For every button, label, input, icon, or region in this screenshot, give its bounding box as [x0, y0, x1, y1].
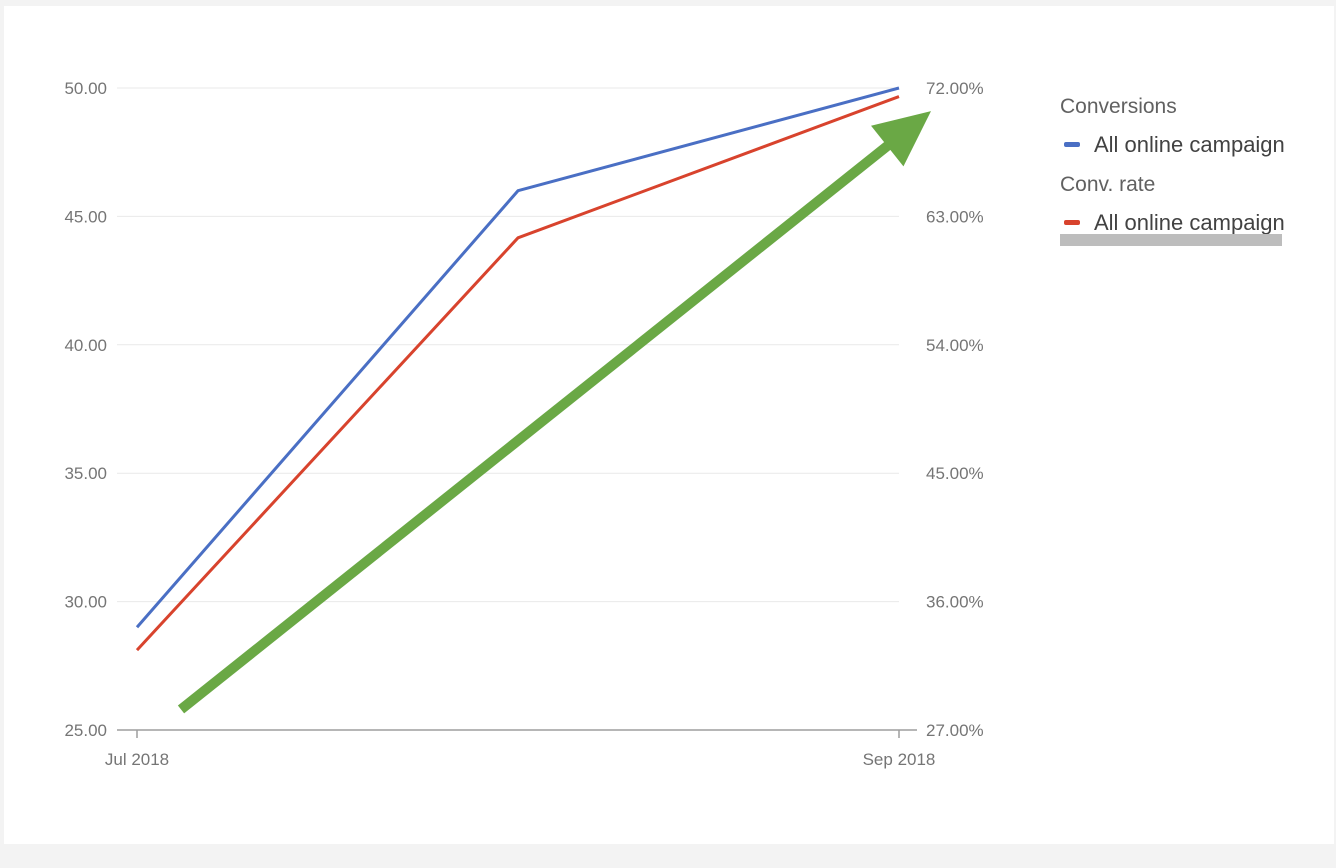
- y-right-tick-label: 45.00%: [926, 464, 984, 483]
- legend-item-conversions[interactable]: All online campaign: [1060, 130, 1285, 170]
- legend-group-title-conv-rate: Conv. rate: [1060, 173, 1156, 196]
- series-line-conversions: [135, 86, 900, 629]
- y-left-tick-label: 35.00: [64, 464, 107, 483]
- trend-arrow-shaft: [177, 138, 896, 714]
- y-right-tick-label: 54.00%: [926, 336, 984, 355]
- y-left-tick-label: 45.00: [64, 207, 107, 226]
- y-left-tick-label: 40.00: [64, 336, 107, 355]
- legend-redaction-bar: [1060, 234, 1282, 246]
- y-right-tick-label: 36.00%: [926, 593, 984, 612]
- legend-group-title-conversions: Conversions: [1060, 95, 1177, 118]
- series-line-conv-rate: [135, 95, 900, 652]
- legend-item-label: All online campaign: [1094, 210, 1285, 235]
- y-right-tick-label: 72.00%: [926, 79, 984, 98]
- line-chart: 50.00 45.00 40.00 35.00 30.00 25.00 72.00% 63.0…: [64, 79, 984, 769]
- trend-arrow-head: [871, 111, 931, 167]
- x-tick-label: Jul 2018: [105, 750, 169, 769]
- y-left-tick-label: 30.00: [64, 593, 107, 612]
- y-left-tick-label: 50.00: [64, 79, 107, 98]
- y-right-tick-label: 63.00%: [926, 207, 984, 226]
- legend-item-conv-rate[interactable]: All online campaign: [1060, 208, 1285, 248]
- y-right-tick-label: 27.00%: [926, 721, 984, 740]
- legend-item-label: All online campaign: [1094, 132, 1285, 157]
- chart-card: 50.00 45.00 40.00 35.00 30.00 25.00 72.00% 63.0…: [4, 6, 1334, 844]
- legend-swatch-blue: [1064, 142, 1080, 147]
- y-left-tick-label: 25.00: [64, 721, 107, 740]
- chart-legend: Conversions All online campaign Conv. ra…: [1060, 92, 1285, 248]
- legend-swatch-red: [1064, 220, 1080, 225]
- x-tick-label: Sep 2018: [863, 750, 936, 769]
